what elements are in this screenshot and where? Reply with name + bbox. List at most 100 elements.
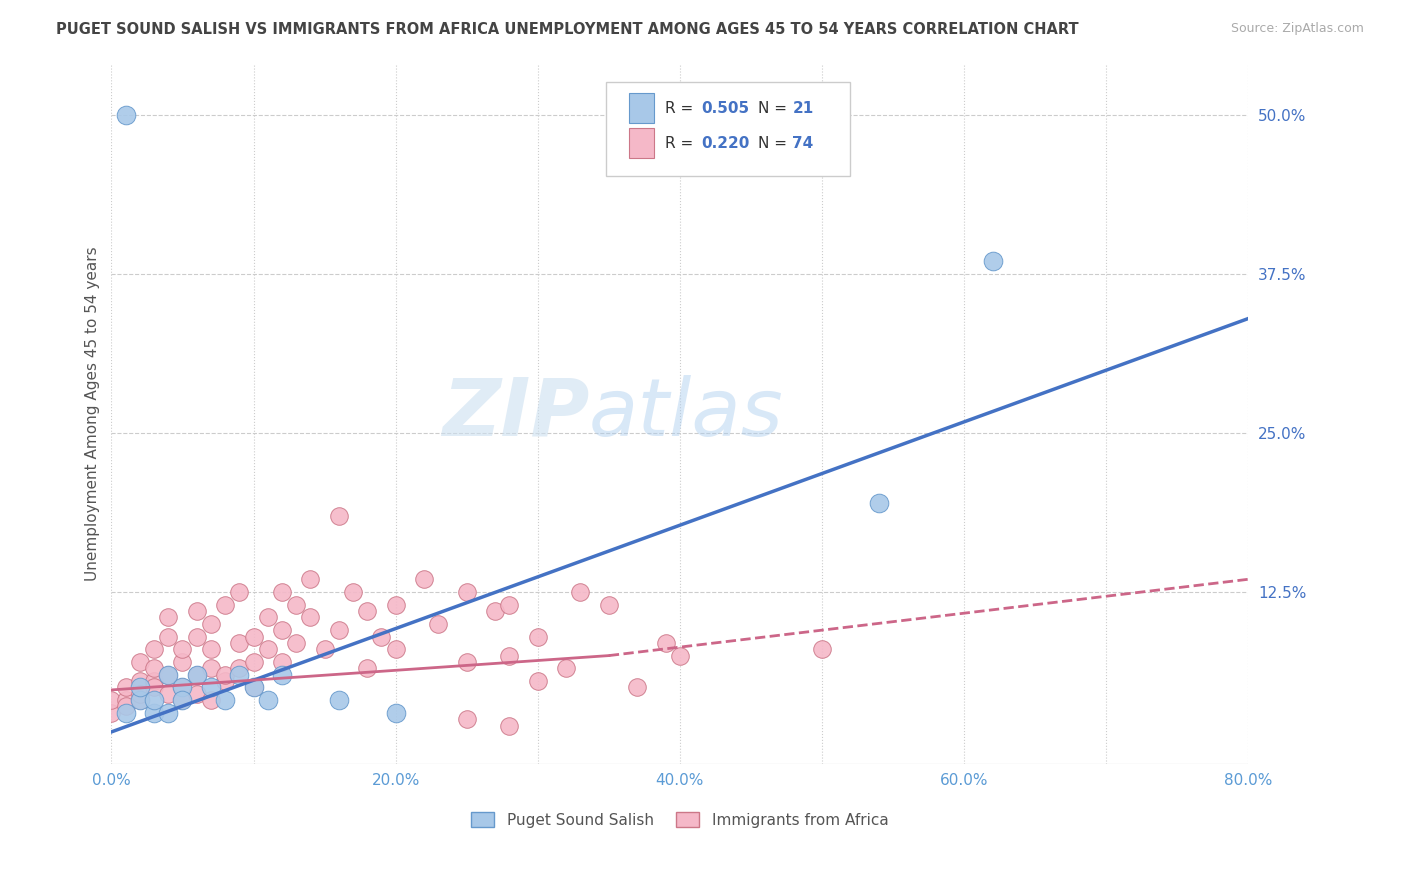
Text: Source: ZipAtlas.com: Source: ZipAtlas.com <box>1230 22 1364 36</box>
Point <box>384 642 406 657</box>
Point <box>626 681 648 695</box>
Point <box>299 572 322 586</box>
Legend: Puget Sound Salish, Immigrants from Africa: Puget Sound Salish, Immigrants from Afri… <box>465 805 894 834</box>
Point <box>228 667 250 681</box>
Point <box>356 661 378 675</box>
Point <box>128 681 150 695</box>
Point <box>128 693 150 707</box>
Bar <box>628 128 654 158</box>
Point <box>186 604 208 618</box>
Point <box>555 661 578 675</box>
Text: R =: R = <box>665 101 699 116</box>
Point <box>157 630 180 644</box>
Point <box>200 616 222 631</box>
Point <box>356 604 378 618</box>
Point <box>384 706 406 720</box>
Point <box>285 636 308 650</box>
Point <box>242 630 264 644</box>
Point <box>569 585 592 599</box>
Point <box>484 604 506 618</box>
Point <box>214 693 236 707</box>
Bar <box>628 94 654 123</box>
Point <box>314 642 336 657</box>
Point <box>271 585 294 599</box>
Point <box>256 693 278 707</box>
Point <box>669 648 692 663</box>
Point <box>413 572 436 586</box>
Point <box>143 642 166 657</box>
Point <box>172 681 194 695</box>
Point <box>114 108 136 122</box>
Point <box>256 642 278 657</box>
Point <box>285 598 308 612</box>
Point <box>456 655 478 669</box>
Point <box>498 718 520 732</box>
Point <box>328 693 350 707</box>
Point <box>157 667 180 681</box>
Point <box>172 655 194 669</box>
Point <box>172 681 194 695</box>
Point <box>384 598 406 612</box>
Text: ZIP: ZIP <box>441 375 589 453</box>
Point <box>186 667 208 681</box>
Point <box>114 699 136 714</box>
Text: 21: 21 <box>793 101 814 116</box>
Point <box>299 610 322 624</box>
Point <box>228 585 250 599</box>
Point <box>186 630 208 644</box>
Point <box>200 681 222 695</box>
Text: 0.220: 0.220 <box>702 136 749 151</box>
Point <box>172 642 194 657</box>
Point <box>157 610 180 624</box>
Point <box>128 687 150 701</box>
Text: atlas: atlas <box>589 375 783 453</box>
Point <box>868 496 890 510</box>
Point <box>498 598 520 612</box>
Point <box>811 642 834 657</box>
FancyBboxPatch shape <box>606 81 851 176</box>
Point <box>157 667 180 681</box>
Point <box>228 661 250 675</box>
Point <box>654 636 676 650</box>
Point <box>328 508 350 523</box>
Point <box>242 681 264 695</box>
Text: PUGET SOUND SALISH VS IMMIGRANTS FROM AFRICA UNEMPLOYMENT AMONG AGES 45 TO 54 YE: PUGET SOUND SALISH VS IMMIGRANTS FROM AF… <box>56 22 1078 37</box>
Point <box>214 667 236 681</box>
Point <box>498 648 520 663</box>
Point <box>143 706 166 720</box>
Point <box>456 585 478 599</box>
Point <box>186 687 208 701</box>
Point <box>598 598 620 612</box>
Point <box>114 706 136 720</box>
Point <box>456 712 478 726</box>
Point <box>256 610 278 624</box>
Point <box>228 636 250 650</box>
Point <box>271 623 294 637</box>
Point <box>128 693 150 707</box>
Point <box>172 693 194 707</box>
Text: N =: N = <box>758 136 792 151</box>
Point <box>100 706 122 720</box>
Text: 0.505: 0.505 <box>702 101 749 116</box>
Point <box>100 693 122 707</box>
Point <box>370 630 392 644</box>
Text: 74: 74 <box>793 136 814 151</box>
Point <box>328 623 350 637</box>
Point <box>342 585 364 599</box>
Point <box>214 673 236 688</box>
Point <box>128 655 150 669</box>
Point <box>143 693 166 707</box>
Point <box>271 667 294 681</box>
Point <box>981 254 1004 268</box>
Point <box>200 693 222 707</box>
Point <box>157 706 180 720</box>
Point <box>186 667 208 681</box>
Point <box>157 687 180 701</box>
Point <box>214 598 236 612</box>
Point <box>271 655 294 669</box>
Point <box>242 655 264 669</box>
Point <box>242 681 264 695</box>
Text: N =: N = <box>758 101 792 116</box>
Text: R =: R = <box>665 136 699 151</box>
Y-axis label: Unemployment Among Ages 45 to 54 years: Unemployment Among Ages 45 to 54 years <box>86 246 100 582</box>
